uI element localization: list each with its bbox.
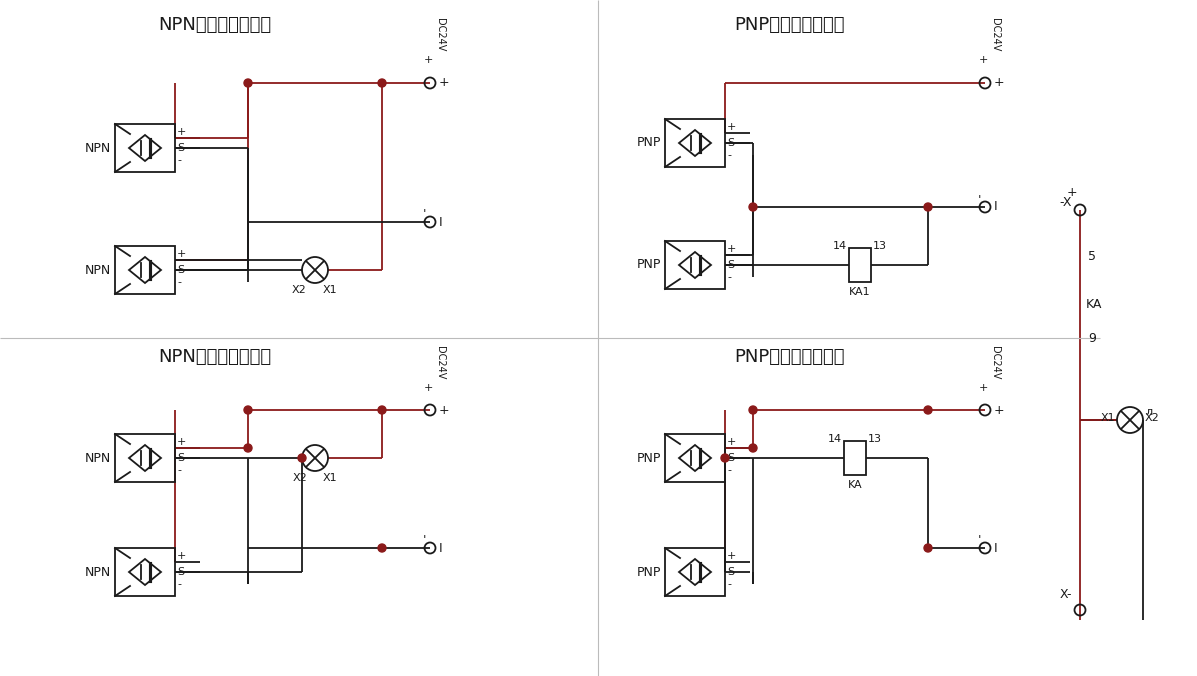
Text: 14: 14: [828, 434, 841, 444]
Text: +: +: [177, 437, 187, 447]
Text: +: +: [727, 551, 736, 561]
Text: PNP型接近开关串联: PNP型接近开关串联: [735, 16, 845, 34]
Text: S: S: [177, 567, 184, 577]
Text: PNP: PNP: [637, 258, 661, 272]
Text: NPN: NPN: [85, 566, 111, 579]
Text: -X: -X: [1059, 195, 1073, 208]
Bar: [666, 119, 725, 167]
Text: I: I: [439, 541, 443, 554]
Text: +: +: [978, 383, 988, 393]
Text: -: -: [177, 155, 181, 165]
Text: ': ': [978, 535, 982, 548]
Text: 13: 13: [868, 434, 882, 444]
Text: +: +: [439, 404, 450, 416]
Text: S: S: [177, 265, 184, 275]
Text: KA: KA: [847, 480, 862, 490]
Text: X1: X1: [1100, 413, 1114, 423]
Text: KA1: KA1: [849, 287, 870, 297]
Text: KA: KA: [1086, 299, 1102, 312]
Text: PNP: PNP: [637, 137, 661, 149]
Bar: [115, 548, 175, 596]
Bar: [115, 246, 175, 294]
Circle shape: [244, 79, 253, 87]
Bar: [666, 241, 725, 289]
Text: ': ': [423, 535, 426, 548]
Text: DC24V: DC24V: [435, 346, 445, 380]
Text: +: +: [424, 55, 432, 65]
Text: -: -: [727, 150, 731, 160]
Text: X2: X2: [292, 285, 306, 295]
Text: X-: X-: [1059, 589, 1073, 602]
Text: -: -: [727, 579, 731, 589]
Circle shape: [244, 406, 253, 414]
Circle shape: [749, 444, 757, 452]
Text: +: +: [439, 76, 450, 89]
Text: DC24V: DC24V: [990, 346, 999, 380]
Circle shape: [298, 454, 306, 462]
Circle shape: [244, 444, 253, 452]
Text: S: S: [177, 453, 184, 463]
Text: S: S: [727, 138, 734, 148]
Text: 9: 9: [1088, 331, 1096, 345]
Text: +: +: [177, 127, 187, 137]
Text: -: -: [727, 465, 731, 475]
Text: X1: X1: [323, 473, 338, 483]
Bar: [115, 124, 175, 172]
Text: I: I: [439, 216, 443, 228]
Bar: [844, 441, 865, 475]
Text: -: -: [177, 579, 181, 589]
Text: DC24V: DC24V: [990, 18, 999, 51]
Text: NPN: NPN: [85, 141, 111, 155]
Text: S: S: [727, 260, 734, 270]
Circle shape: [749, 203, 757, 211]
Text: +: +: [727, 122, 736, 132]
Text: X1: X1: [323, 285, 338, 295]
Circle shape: [749, 406, 757, 414]
Circle shape: [924, 203, 932, 211]
Text: +: +: [727, 244, 736, 254]
Text: I: I: [994, 541, 997, 554]
Text: ': ': [978, 193, 982, 206]
Text: ': ': [423, 208, 426, 222]
Text: 13: 13: [873, 241, 887, 251]
Text: NPN型接近开关串联: NPN型接近开关串联: [158, 16, 272, 34]
Text: PNP型接近开关并联: PNP型接近开关并联: [735, 348, 845, 366]
Text: -: -: [727, 272, 731, 282]
Text: NPN: NPN: [85, 264, 111, 276]
Text: -: -: [177, 465, 181, 475]
Text: +: +: [727, 437, 736, 447]
Circle shape: [924, 544, 932, 552]
Text: +: +: [978, 55, 988, 65]
Text: PNP: PNP: [637, 452, 661, 464]
Text: +: +: [424, 383, 432, 393]
Text: +: +: [994, 404, 1004, 416]
Bar: [849, 248, 871, 282]
Circle shape: [378, 79, 385, 87]
Circle shape: [378, 406, 385, 414]
Text: X2: X2: [292, 473, 308, 483]
Text: +: +: [994, 76, 1004, 89]
Text: S: S: [177, 143, 184, 153]
Text: PNP: PNP: [637, 566, 661, 579]
Text: S: S: [727, 567, 734, 577]
Circle shape: [721, 454, 729, 462]
Text: +: +: [1067, 185, 1077, 199]
Bar: [115, 434, 175, 482]
Text: 14: 14: [833, 241, 847, 251]
Bar: [666, 434, 725, 482]
Text: 5: 5: [1088, 251, 1096, 264]
Text: -: -: [177, 277, 181, 287]
Text: X2: X2: [1146, 413, 1160, 423]
Circle shape: [378, 544, 385, 552]
Text: DC24V: DC24V: [435, 18, 445, 51]
Text: +: +: [177, 551, 187, 561]
Text: л: л: [1146, 407, 1153, 417]
Text: S: S: [727, 453, 734, 463]
Circle shape: [924, 406, 932, 414]
Text: +: +: [177, 249, 187, 259]
Text: NPN型接近开关并联: NPN型接近开关并联: [158, 348, 272, 366]
Bar: [666, 548, 725, 596]
Text: I: I: [994, 201, 997, 214]
Text: NPN: NPN: [85, 452, 111, 464]
